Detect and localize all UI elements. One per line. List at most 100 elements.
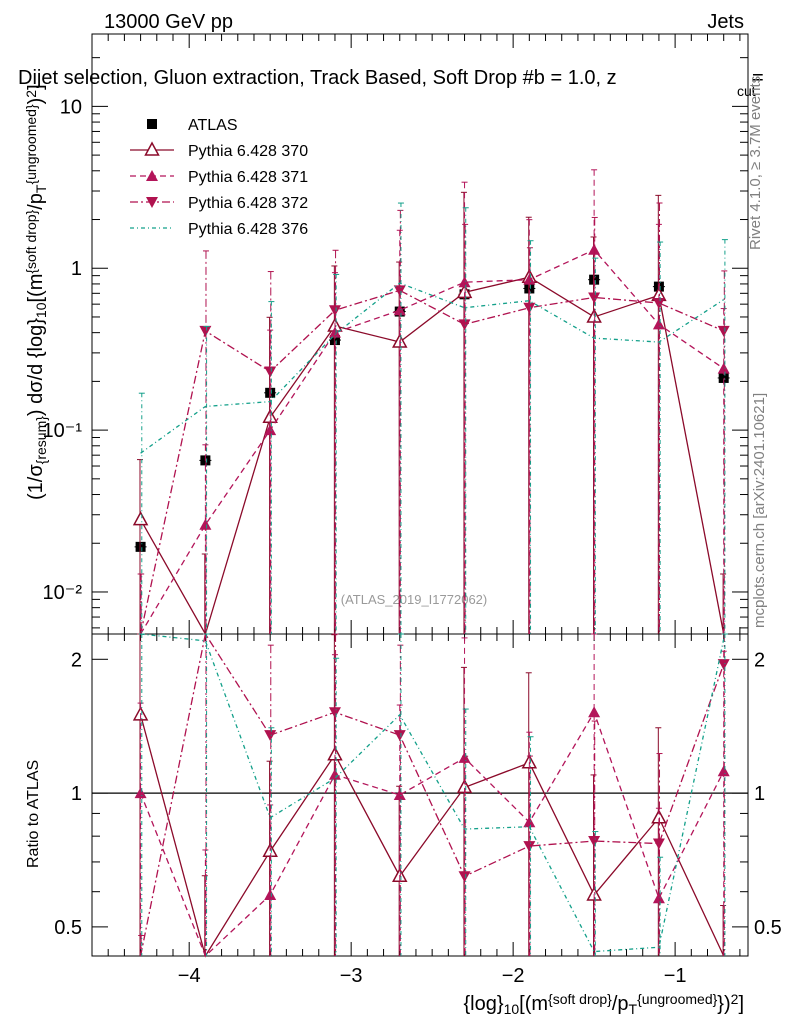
data-point <box>718 372 729 383</box>
analysis-watermark: (ATLAS_2019_I1772062) <box>341 592 487 607</box>
data-point <box>147 119 157 129</box>
y-axis-label-ratio: Ratio to ATLAS <box>25 760 42 868</box>
data-point <box>199 518 212 530</box>
data-point <box>523 302 536 314</box>
label-part: T <box>33 184 49 193</box>
data-point <box>717 659 730 671</box>
data-point <box>264 730 277 742</box>
label-part: /p <box>612 993 629 1015</box>
series-line-ratio <box>139 714 725 958</box>
data-point <box>588 836 601 848</box>
data-point <box>328 326 341 338</box>
legend-label: Pythia 6.428 370 <box>188 143 308 160</box>
ratio-tick-label-right: 2 <box>754 649 765 671</box>
plot-title-subscript: cut <box>737 83 756 99</box>
series-line-main <box>140 249 725 635</box>
data-point <box>652 318 665 330</box>
label-part: {log} <box>464 993 504 1015</box>
ratio-tick-label-left: 2 <box>71 649 82 671</box>
x-tick-label: −1 <box>664 965 687 987</box>
data-point <box>523 273 536 285</box>
series-3 <box>138 202 730 957</box>
data-point <box>458 871 471 883</box>
x-axis-label: {log}10[(m{soft drop}/pT{ungroomed}})2] <box>464 991 745 1017</box>
y-tick-label: 10⁻¹ <box>43 420 83 442</box>
plot-title-main: Dijet selection, Gluon extraction, Track… <box>18 67 617 89</box>
data-point <box>588 243 601 255</box>
legend-entry-0: ATLAS <box>147 117 238 134</box>
label-part: (1/σ <box>25 464 47 500</box>
series-4 <box>138 202 728 956</box>
energy-label: 13000 GeV pp <box>104 11 233 33</box>
y-tick-label: 10 <box>60 96 82 118</box>
data-point <box>328 768 341 780</box>
data-point <box>717 362 730 374</box>
data-point <box>393 304 406 316</box>
data-point <box>458 276 471 288</box>
label-part: [(m <box>519 993 548 1015</box>
series-line-main <box>139 289 724 635</box>
mcplots-label: mcplots.cern.ch [arXiv:2401.10621] <box>751 393 768 628</box>
data-point <box>652 297 665 309</box>
legend-label: Pythia 6.428 376 <box>188 221 308 238</box>
data-point <box>652 892 665 904</box>
data-point <box>264 888 277 900</box>
data-point <box>329 335 340 346</box>
ratio-plot-frame <box>91 633 749 957</box>
data-point <box>199 325 212 337</box>
data-point <box>523 816 536 828</box>
data-point <box>264 424 277 436</box>
series-line-ratio <box>140 633 725 953</box>
jets-label: Jets <box>707 11 744 33</box>
data-point <box>717 325 730 337</box>
data-point <box>588 292 601 304</box>
x-tick-label: −2 <box>502 965 525 987</box>
data-point <box>393 789 406 801</box>
data-point <box>524 283 535 294</box>
data-point <box>135 541 146 552</box>
label-part: }) <box>717 993 730 1015</box>
ratio-tick-label-left: 0.5 <box>54 917 82 939</box>
label-part: {ungroomed} <box>637 991 718 1007</box>
axes-layer: −4 −3 −2 −1 10⁻² 10⁻¹ 1 10 0.5 0.5 1 1 2 2 <box>43 34 782 987</box>
data-point <box>264 366 277 378</box>
legend-label: Pythia 6.428 372 <box>188 195 308 212</box>
data-point <box>393 730 406 742</box>
y-tick-label: 1 <box>71 258 82 280</box>
data-point <box>589 274 600 285</box>
plot-title-tail: = <box>752 67 764 89</box>
series-1 <box>132 191 727 958</box>
data-point <box>328 707 341 719</box>
legend-label: Pythia 6.428 371 <box>188 169 308 186</box>
label-part: ] <box>738 993 744 1015</box>
ratio-tick-label-right: 0.5 <box>754 917 782 939</box>
data-point <box>717 765 730 777</box>
data-point <box>588 706 601 718</box>
data-point <box>652 838 665 850</box>
label-part: 10 <box>504 1001 520 1017</box>
data-point <box>132 511 149 526</box>
label-part: ) dσ/d {log} <box>25 318 47 416</box>
series-0 <box>134 274 730 552</box>
label-part: ) <box>25 98 47 105</box>
label-part: T <box>629 1001 638 1017</box>
label-part: ] <box>25 84 47 90</box>
label-part: {ungroomed} <box>23 104 39 185</box>
legend-label: ATLAS <box>188 117 238 134</box>
legend-entry-4: Pythia 6.428 376 <box>130 221 308 238</box>
legend-entry-2: Pythia 6.428 371 <box>130 169 308 186</box>
ratio-tick-label-right: 1 <box>754 783 765 805</box>
series-line-ratio <box>139 710 725 958</box>
data-point <box>146 170 158 181</box>
data-point <box>144 141 160 156</box>
series-line-main <box>140 282 725 454</box>
label-part: 2 <box>731 991 739 1007</box>
series-2 <box>134 169 730 958</box>
label-part: 10 <box>33 302 49 318</box>
label-part: 2 <box>23 90 39 98</box>
legend-entry-1: Pythia 6.428 370 <box>130 141 308 160</box>
data-point <box>393 285 406 297</box>
data-point <box>523 841 536 853</box>
series-layer <box>132 169 730 958</box>
